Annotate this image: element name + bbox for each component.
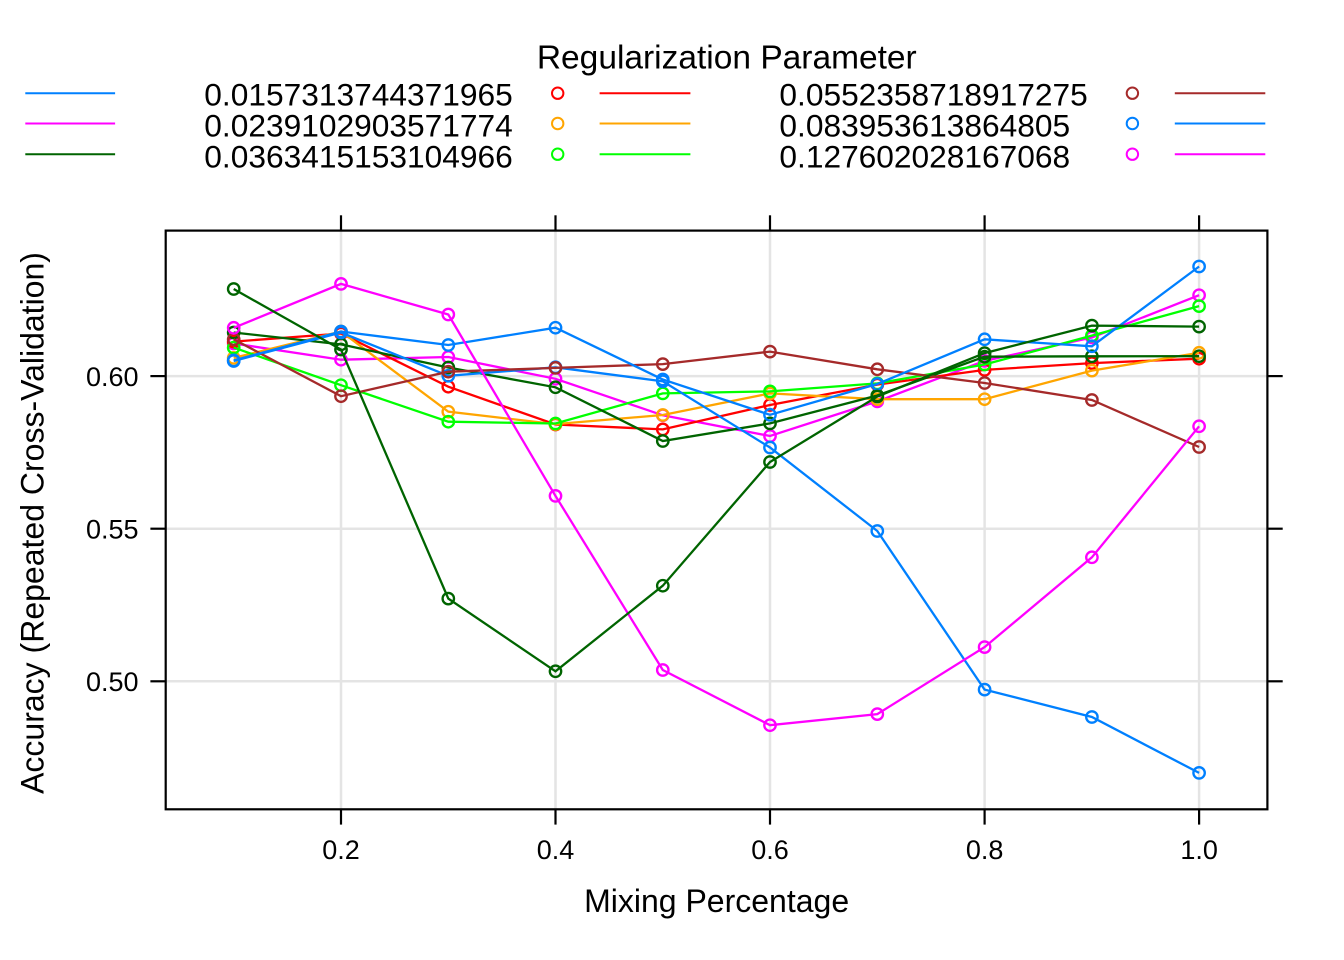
- svg-text:1.0: 1.0: [1180, 835, 1218, 865]
- svg-text:0.2: 0.2: [322, 835, 360, 865]
- svg-text:Accuracy (Repeated Cross-Valid: Accuracy (Repeated Cross-Validation): [15, 252, 51, 794]
- svg-text:Regularization Parameter: Regularization Parameter: [537, 40, 917, 77]
- svg-text:0.60: 0.60: [86, 362, 139, 392]
- svg-text:0.083953613864805: 0.083953613864805: [779, 108, 1070, 144]
- svg-text:0.127602028167068: 0.127602028167068: [779, 138, 1070, 174]
- svg-text:0.4: 0.4: [537, 835, 575, 865]
- svg-text:Mixing Percentage: Mixing Percentage: [584, 883, 849, 919]
- svg-text:0.55: 0.55: [86, 515, 139, 545]
- svg-text:0.6: 0.6: [751, 835, 789, 865]
- svg-text:0.0157313744371965: 0.0157313744371965: [204, 77, 512, 113]
- svg-text:0.0239102903571774: 0.0239102903571774: [204, 108, 512, 144]
- svg-text:0.0552358718917275: 0.0552358718917275: [779, 77, 1087, 113]
- svg-text:0.8: 0.8: [966, 835, 1004, 865]
- svg-text:0.0363415153104966: 0.0363415153104966: [204, 138, 512, 174]
- svg-text:0.50: 0.50: [86, 667, 139, 697]
